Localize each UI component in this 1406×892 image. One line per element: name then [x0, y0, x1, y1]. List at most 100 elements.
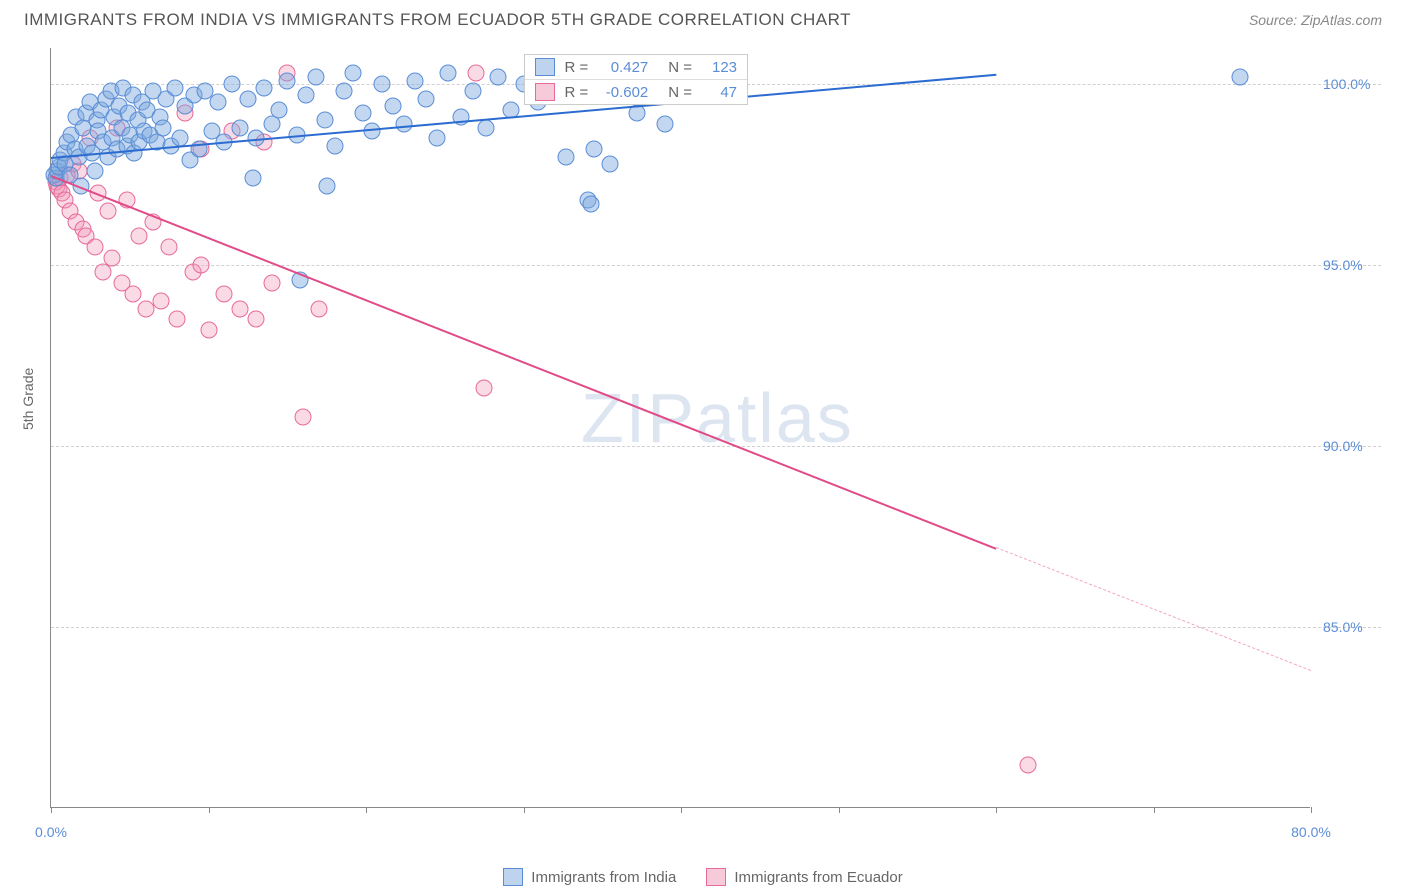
- data-point: [1019, 756, 1036, 773]
- data-point: [468, 65, 485, 82]
- data-point: [477, 119, 494, 136]
- chart-container: ZIPatlas 85.0%90.0%95.0%100.0%0.0%80.0%R…: [50, 48, 1380, 808]
- chart-title: IMMIGRANTS FROM INDIA VS IMMIGRANTS FROM…: [24, 10, 851, 30]
- data-point: [255, 79, 272, 96]
- data-point: [307, 68, 324, 85]
- data-point: [209, 94, 226, 111]
- data-point: [295, 409, 312, 426]
- data-point: [345, 65, 362, 82]
- data-point: [124, 286, 141, 303]
- data-point: [263, 116, 280, 133]
- data-point: [417, 90, 434, 107]
- data-point: [318, 177, 335, 194]
- correlation-row: R = 0.427 N = 123: [525, 55, 748, 80]
- data-point: [364, 123, 381, 140]
- data-point: [395, 116, 412, 133]
- data-point: [406, 72, 423, 89]
- swatch-icon: [535, 58, 555, 76]
- x-tick: [1154, 807, 1155, 813]
- data-point: [87, 163, 104, 180]
- data-point: [657, 116, 674, 133]
- correlation-legend: R =0.427N =123R =-0.602N =47: [524, 54, 749, 105]
- data-point: [87, 239, 104, 256]
- data-point: [583, 195, 600, 212]
- data-point: [200, 322, 217, 339]
- x-tick: [51, 807, 52, 813]
- data-point: [247, 311, 264, 328]
- data-point: [131, 228, 148, 245]
- data-point: [104, 249, 121, 266]
- gridline: [51, 446, 1381, 447]
- data-point: [476, 380, 493, 397]
- y-tick-label: 85.0%: [1323, 619, 1363, 635]
- legend-label-ecuador: Immigrants from Ecuador: [734, 869, 902, 886]
- correlation-row: R =-0.602N =47: [525, 80, 748, 104]
- data-point: [167, 79, 184, 96]
- swatch-blue-icon: [503, 868, 523, 886]
- x-tick: [996, 807, 997, 813]
- data-point: [232, 300, 249, 317]
- x-tick: [681, 807, 682, 813]
- r-label: R =: [565, 59, 589, 76]
- y-axis-label: 5th Grade: [20, 368, 36, 430]
- legend-label-india: Immigrants from India: [531, 869, 676, 886]
- x-tick: [524, 807, 525, 813]
- trend-line: [996, 547, 1311, 671]
- data-point: [271, 101, 288, 118]
- source-label: Source: ZipAtlas.com: [1249, 12, 1382, 28]
- data-point: [586, 141, 603, 158]
- plot-area: ZIPatlas 85.0%90.0%95.0%100.0%0.0%80.0%R…: [50, 48, 1310, 808]
- data-point: [439, 65, 456, 82]
- swatch-pink-icon: [706, 868, 726, 886]
- y-tick-label: 100.0%: [1323, 76, 1370, 92]
- data-point: [153, 293, 170, 310]
- gridline: [51, 265, 1381, 266]
- data-point: [335, 83, 352, 100]
- swatch-icon: [535, 83, 555, 101]
- data-point: [298, 87, 315, 104]
- x-tick: [839, 807, 840, 813]
- data-point: [326, 137, 343, 154]
- n-label: N =: [668, 84, 692, 101]
- n-value: 123: [702, 59, 737, 76]
- data-point: [239, 90, 256, 107]
- x-tick: [1311, 807, 1312, 813]
- data-point: [317, 112, 334, 129]
- data-point: [99, 202, 116, 219]
- data-point: [428, 130, 445, 147]
- x-tick: [209, 807, 210, 813]
- data-point: [279, 72, 296, 89]
- data-point: [224, 76, 241, 93]
- data-point: [94, 264, 111, 281]
- data-point: [602, 155, 619, 172]
- data-point: [373, 76, 390, 93]
- x-tick-label: 80.0%: [1291, 824, 1331, 840]
- legend-item-ecuador: Immigrants from Ecuador: [706, 868, 902, 886]
- x-tick-label: 0.0%: [35, 824, 67, 840]
- y-tick-label: 95.0%: [1323, 257, 1363, 273]
- data-point: [154, 119, 171, 136]
- data-point: [137, 300, 154, 317]
- data-point: [490, 68, 507, 85]
- data-point: [232, 119, 249, 136]
- data-point: [384, 97, 401, 114]
- data-point: [558, 148, 575, 165]
- r-label: R =: [565, 84, 589, 101]
- data-point: [161, 239, 178, 256]
- trend-line: [51, 175, 997, 550]
- data-point: [354, 105, 371, 122]
- r-value: 0.427: [598, 59, 648, 76]
- n-label: N =: [668, 59, 692, 76]
- data-point: [1232, 68, 1249, 85]
- data-point: [216, 286, 233, 303]
- legend-item-india: Immigrants from India: [503, 868, 676, 886]
- data-point: [263, 275, 280, 292]
- x-tick: [366, 807, 367, 813]
- n-value: 47: [702, 84, 737, 101]
- data-point: [465, 83, 482, 100]
- data-point: [244, 170, 261, 187]
- bottom-legend: Immigrants from India Immigrants from Ec…: [0, 868, 1406, 886]
- data-point: [310, 300, 327, 317]
- data-point: [169, 311, 186, 328]
- gridline: [51, 627, 1381, 628]
